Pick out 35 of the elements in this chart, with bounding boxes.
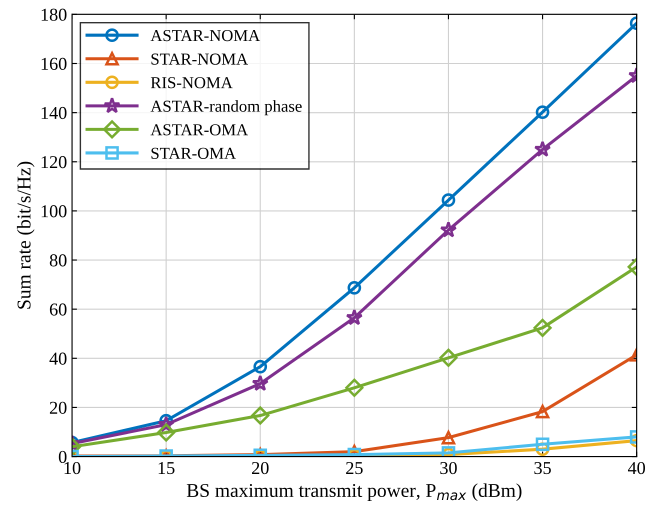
- point: [252, 374, 269, 392]
- x-tick-label: 35: [534, 462, 551, 474]
- x-tick-label: 10: [64, 462, 80, 474]
- y-tick-label: 160: [42, 58, 66, 70]
- x-tick-label: 30: [440, 462, 457, 474]
- y-tick-label: 20: [50, 402, 66, 414]
- legend-label: ASTAR-random phase: [150, 100, 302, 116]
- y-tick-label: 80: [50, 254, 66, 266]
- legend-label: ASTAR-OMA: [150, 124, 248, 136]
- legend-label: STAR-NOMA: [152, 54, 248, 65]
- point: [348, 280, 362, 295]
- x-axis-title: BS maximum transmit power, P$_{max}$ (dBm): [186, 483, 522, 501]
- y-tick-label: 0: [58, 450, 66, 464]
- y-tick-label: 180: [42, 8, 66, 21]
- point: [253, 360, 268, 374]
- point: [346, 308, 363, 326]
- y-tick-label: 40: [49, 352, 66, 365]
- y-tick-label: 120: [42, 156, 66, 168]
- point: [345, 378, 364, 397]
- point: [440, 221, 457, 238]
- x-tick-label: 20: [252, 462, 269, 474]
- y-tick-label: 140: [42, 106, 66, 120]
- point: [442, 193, 456, 207]
- x-tick-label: 15: [158, 462, 174, 474]
- legend-label: STAR-OMA: [152, 148, 236, 159]
- point: [439, 348, 458, 367]
- x-tick-label: 40: [628, 462, 645, 474]
- legend-label: ASTAR-NOMA: [150, 30, 260, 42]
- x-tick-label: 25: [346, 462, 363, 474]
- y-axis-title: Sum rate (bit/s/Hz): [16, 162, 35, 309]
- y-tick-label: 60: [50, 303, 66, 316]
- legend-label: RIS-NOMA: [150, 77, 233, 88]
- point: [442, 430, 456, 444]
- point: [251, 406, 270, 425]
- y-tick-label: 100: [42, 205, 66, 218]
